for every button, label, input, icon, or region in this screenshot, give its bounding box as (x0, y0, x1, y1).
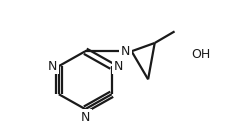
Text: OH: OH (191, 48, 210, 61)
Text: N: N (120, 45, 130, 58)
Text: N: N (113, 60, 123, 73)
Text: N: N (48, 60, 57, 73)
Text: N: N (81, 111, 90, 124)
